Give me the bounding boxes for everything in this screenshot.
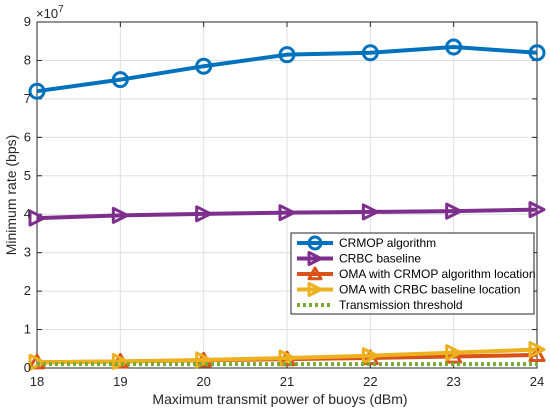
series-line: [36, 207, 538, 221]
y-tick-label: 0: [24, 360, 31, 375]
data-point: [278, 349, 296, 367]
data-point: [445, 344, 463, 362]
data-point: [278, 46, 296, 64]
legend-label: OMA with CRBC baseline location: [339, 283, 520, 297]
y-tick-label: 1: [24, 322, 31, 337]
data-point: [361, 347, 379, 365]
y-tick-label: 7: [24, 91, 31, 106]
y-tick-label: 2: [24, 283, 31, 298]
legend-label: Transmission threshold: [339, 298, 463, 312]
data-point: [111, 352, 129, 370]
data-point: [195, 351, 213, 369]
y-tick-label: 9: [24, 14, 31, 29]
y-axis-label: Minimum rate (bps): [3, 135, 19, 256]
axes: [36, 21, 538, 369]
data-point: [28, 209, 46, 227]
x-tick-label: 18: [30, 374, 44, 389]
series-3: [28, 341, 546, 371]
y-tick-label: 8: [24, 52, 31, 67]
data-point: [111, 71, 129, 89]
legend-label: CRMOP algorithm: [339, 236, 436, 250]
data-point: [361, 203, 379, 221]
x-tick-label: 23: [446, 374, 460, 389]
x-tick-label: 19: [113, 374, 127, 389]
x-tick-label: 22: [363, 374, 377, 389]
data-point: [278, 204, 296, 222]
legend-marker: [307, 266, 323, 281]
x-tick-label: 24: [530, 374, 544, 389]
x-tick-label: 21: [280, 374, 294, 389]
series-line: [36, 44, 538, 94]
legend-marker: [307, 282, 323, 297]
data-point: [361, 44, 379, 62]
series-1: [28, 201, 546, 227]
y-tick-label: 6: [24, 129, 31, 144]
data-point: [195, 205, 213, 223]
legend-label: OMA with CRMOP algorithm location: [339, 267, 536, 281]
data-point: [111, 206, 129, 224]
series-area: [28, 38, 546, 371]
legend-marker: [307, 235, 323, 251]
data-point: [28, 82, 46, 100]
data-point: [195, 57, 213, 75]
legend-marker: [307, 251, 323, 266]
y-tick-label: 5: [24, 168, 31, 183]
y-tick-label: 4: [24, 206, 31, 221]
series-line: [36, 347, 538, 365]
x-tick-label: 20: [196, 374, 210, 389]
data-point: [445, 202, 463, 220]
series-0: [28, 38, 546, 100]
y-tick-label: 3: [24, 245, 31, 260]
y-exponent-label: ×107: [36, 4, 64, 21]
legend-label: CRBC baseline: [339, 252, 421, 266]
data-point: [528, 44, 546, 62]
data-point: [528, 341, 546, 359]
data-point: [445, 38, 463, 56]
data-point: [528, 201, 546, 219]
x-axis-label: Maximum transmit power of buoys (dBm): [152, 391, 407, 407]
